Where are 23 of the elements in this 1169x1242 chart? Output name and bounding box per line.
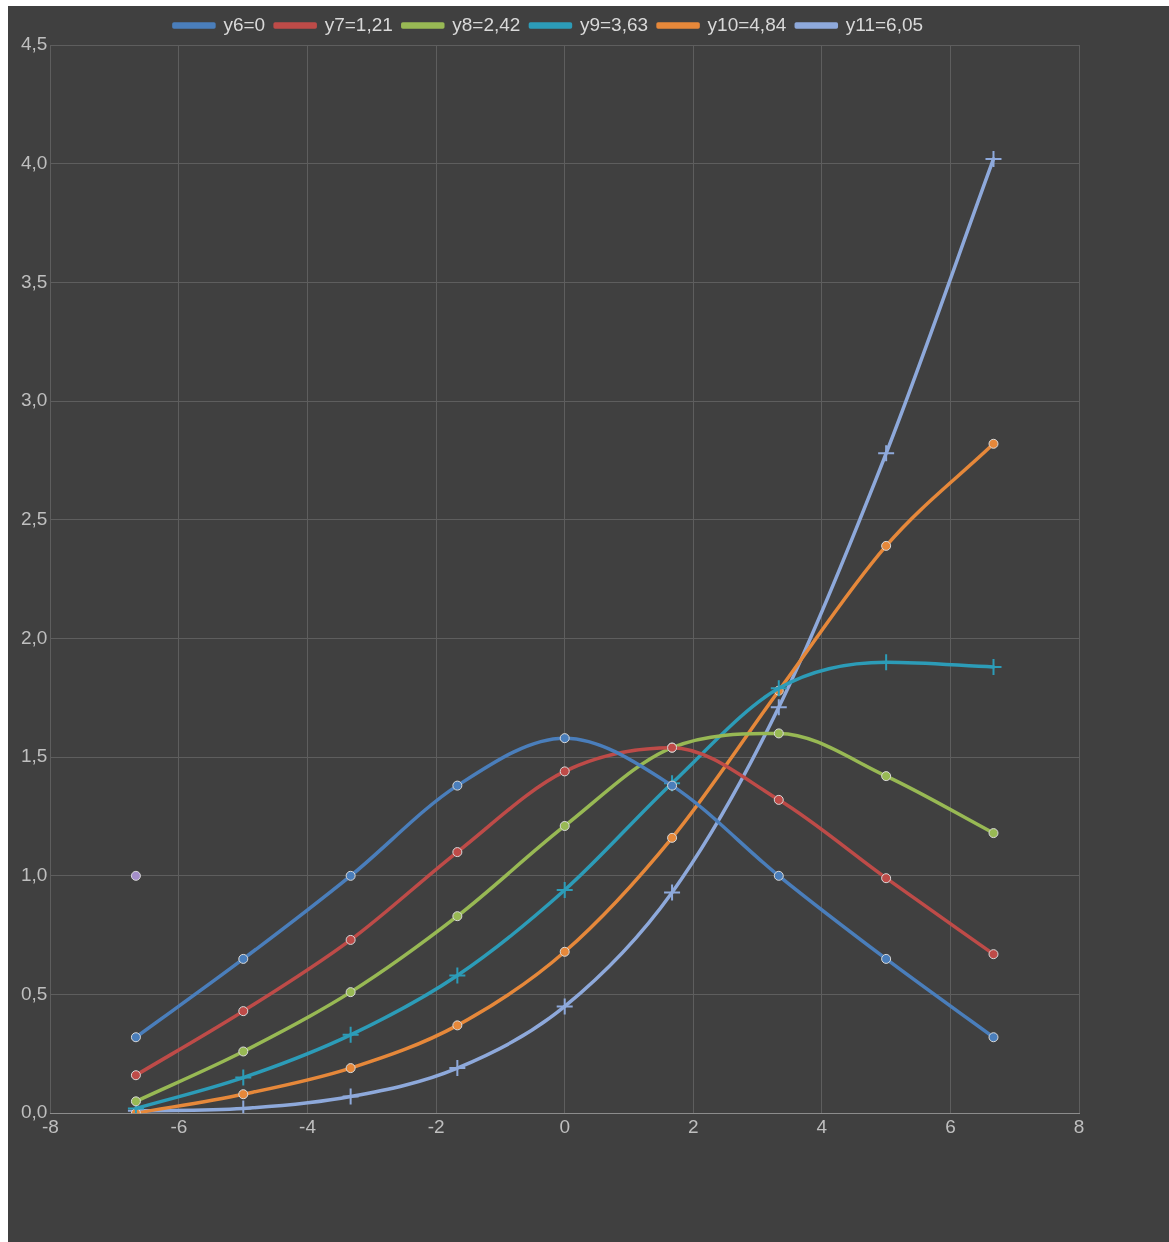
y-tick-label: 2,0 [20,626,48,648]
x-tick-label: 0 [559,1115,570,1137]
legend-label: y11=6,05 [845,13,924,35]
x-tick-label: -4 [299,1115,317,1137]
x-tick-label: -2 [427,1115,445,1137]
legend-label: y7=1,21 [324,13,393,35]
x-tick-label: 2 [687,1115,699,1137]
y-tick-label: 2,5 [20,507,48,529]
y-tick-label: 3,0 [20,389,48,411]
legend-label: y9=3,63 [579,13,649,35]
y-tick-label: 1,0 [20,864,48,886]
y-tick-label: 3,5 [20,270,48,292]
y-tick-label: 1,5 [20,745,48,767]
x-tick-label: 6 [945,1115,956,1137]
x-tick-label: 4 [816,1115,828,1137]
legend-label: y6=0 [223,13,266,35]
y-tick-label: 4,5 [20,33,48,55]
legend-label: y10=4,84 [707,13,787,35]
y-tick-label: 0,5 [20,982,48,1004]
x-tick-label: -6 [170,1115,188,1137]
y-tick-label: 4,0 [20,151,48,173]
legend-label: y8=2,42 [452,13,521,35]
x-tick-label: 8 [1073,1115,1085,1137]
